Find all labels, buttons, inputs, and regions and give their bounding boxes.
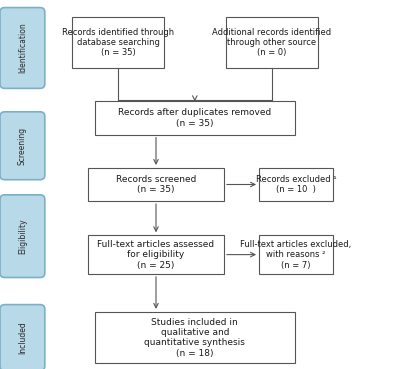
Text: Records screened
(n = 35): Records screened (n = 35)	[116, 175, 196, 194]
Text: Additional records identified
through other source
(n = 0): Additional records identified through ot…	[212, 28, 332, 57]
FancyBboxPatch shape	[0, 195, 45, 277]
Text: Full-text articles excluded,
with reasons ²
(n = 7): Full-text articles excluded, with reason…	[240, 240, 352, 269]
Text: Full-text articles assessed
for eligibility
(n = 25): Full-text articles assessed for eligibil…	[98, 240, 214, 269]
Bar	[95, 101, 295, 135]
Text: Included: Included	[18, 321, 27, 354]
FancyBboxPatch shape	[0, 112, 45, 180]
Text: Records identified through
database searching
(n = 35): Records identified through database sear…	[62, 28, 174, 57]
Bar	[88, 235, 224, 274]
Bar	[95, 312, 295, 363]
Bar	[259, 235, 333, 274]
Bar	[72, 17, 164, 68]
FancyBboxPatch shape	[0, 8, 45, 89]
Text: Eligibility: Eligibility	[18, 218, 27, 254]
Bar	[226, 17, 318, 68]
FancyBboxPatch shape	[0, 305, 45, 369]
Text: Records after duplicates removed
(n = 35): Records after duplicates removed (n = 35…	[118, 108, 272, 128]
Text: Records excluded ¹
(n = 10  ): Records excluded ¹ (n = 10 )	[256, 175, 336, 194]
Bar	[88, 168, 224, 201]
Text: Identification: Identification	[18, 23, 27, 73]
Text: Screening: Screening	[18, 127, 27, 165]
Bar	[259, 168, 333, 201]
Text: Studies included in
qualitative and
quantitative synthesis
(n = 18): Studies included in qualitative and quan…	[144, 318, 245, 358]
